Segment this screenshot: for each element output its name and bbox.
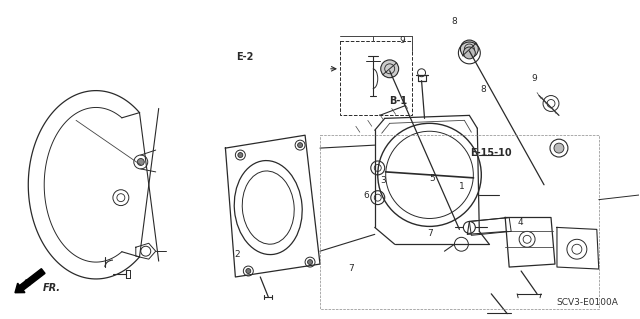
Text: 3: 3	[381, 175, 387, 185]
Circle shape	[308, 260, 312, 264]
Text: B-1: B-1	[389, 96, 407, 106]
Circle shape	[463, 47, 476, 59]
Text: SCV3-E0100A: SCV3-E0100A	[557, 298, 619, 307]
Text: FR.: FR.	[43, 283, 61, 293]
Text: 8: 8	[451, 18, 457, 26]
Text: 7: 7	[349, 264, 355, 273]
Text: 9: 9	[532, 74, 538, 83]
Text: E-2: E-2	[236, 52, 253, 62]
Circle shape	[138, 159, 144, 166]
Text: 1: 1	[459, 182, 465, 191]
FancyArrow shape	[15, 269, 45, 293]
Circle shape	[298, 143, 303, 148]
Circle shape	[381, 60, 399, 78]
Text: 8: 8	[481, 85, 486, 94]
Text: 5: 5	[429, 174, 435, 183]
Text: 9: 9	[399, 36, 405, 45]
Circle shape	[554, 143, 564, 153]
Text: E-15-10: E-15-10	[470, 148, 511, 158]
Circle shape	[246, 269, 251, 273]
Circle shape	[460, 40, 478, 58]
Text: 7: 7	[427, 229, 433, 238]
Text: 2: 2	[234, 250, 239, 259]
Circle shape	[238, 152, 243, 158]
Text: 6: 6	[364, 191, 369, 200]
Bar	[340, 41, 412, 115]
Text: 4: 4	[518, 218, 523, 227]
